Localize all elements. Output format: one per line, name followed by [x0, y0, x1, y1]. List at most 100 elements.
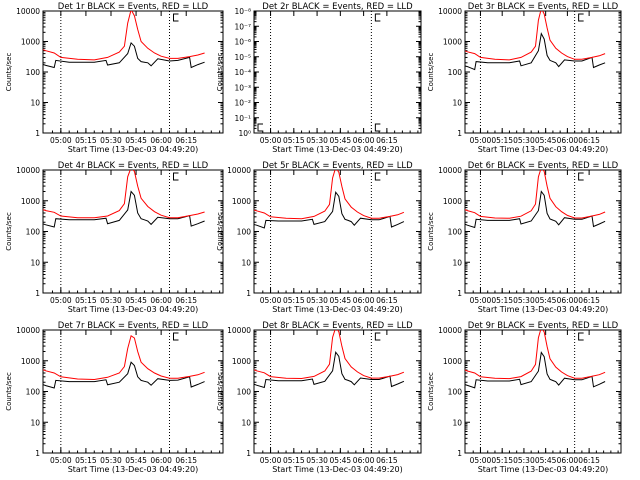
y-tick-label: 1 — [457, 129, 462, 138]
plot-title: Det 6r BLACK = Events, RED = LLD — [468, 161, 619, 171]
y-axis-label: Counts/sec — [216, 53, 224, 92]
plot-panel-3: Det 3r BLACK = Events, RED = LLD Counts/s… — [427, 2, 622, 154]
x-axis-label: Start Time (13-Dec-03 04:49:20) — [478, 465, 609, 474]
y-tick-label: 10⁻¹ — [234, 114, 251, 123]
x-tick-label: 06:15 — [578, 456, 600, 465]
x-tick-label: 05:45 — [330, 456, 352, 465]
y-tick-label: 100 — [26, 68, 41, 77]
bracket-marker — [173, 13, 179, 22]
y-tick-label: 10000 — [438, 166, 462, 175]
x-tick-label: 06:15 — [578, 296, 600, 305]
x-tick-label: 05:00 — [260, 456, 282, 465]
x-tick-label: 05:00 — [50, 136, 72, 145]
y-tick-label: 10⁻⁵ — [234, 53, 251, 62]
x-tick-label: 06:00 — [557, 136, 579, 145]
y-tick-label: 10 — [452, 99, 462, 108]
x-tick-label: 06:15 — [578, 136, 600, 145]
y-tick-label: 1 — [35, 289, 40, 298]
bracket-marker — [257, 123, 263, 132]
y-tick-label: 10⁻⁷ — [234, 22, 251, 31]
x-tick-label: 05:15 — [283, 136, 305, 145]
x-tick-label: 05:45 — [535, 456, 557, 465]
x-tick-label: 05:15 — [491, 296, 513, 305]
y-tick-label: 10⁰ — [238, 129, 251, 138]
x-tick-label: 06:00 — [557, 296, 579, 305]
x-tick-label: 05:15 — [75, 296, 97, 305]
x-tick-label: 05:30 — [100, 136, 122, 145]
y-tick-label: 100 — [448, 388, 463, 397]
bracket-marker — [374, 123, 381, 132]
y-tick-label: 1 — [35, 449, 40, 458]
x-tick-label: 05:30 — [100, 456, 122, 465]
series-line-lld — [254, 170, 405, 220]
series-line-events — [254, 350, 405, 389]
bracket-marker — [578, 332, 584, 341]
y-tick-label: 10⁻⁴ — [234, 68, 251, 77]
bracket-marker — [578, 13, 584, 22]
y-tick-label: 1000 — [21, 38, 40, 47]
bracket-marker — [374, 13, 381, 22]
x-tick-label: 05:15 — [283, 296, 305, 305]
series-line-events — [43, 190, 205, 228]
y-tick-label: 10 — [241, 418, 251, 427]
y-axis-label: Counts/sec — [427, 53, 435, 92]
y-tick-label: 100 — [448, 228, 463, 237]
plot-panel-1: Det 1r BLACK = Events, RED = LLD Counts/s… — [5, 2, 224, 154]
y-tick-label: 1 — [35, 129, 40, 138]
plot-title: Det 1r BLACK = Events, RED = LLD — [58, 2, 209, 12]
bracket-marker — [578, 172, 584, 181]
y-tick-label: 10 — [452, 258, 462, 267]
y-axis-label: Counts/sec — [5, 212, 13, 251]
y-tick-label: 1 — [246, 289, 251, 298]
y-tick-label: 10000 — [227, 326, 251, 335]
series-line-lld — [465, 170, 606, 219]
x-axis-label: Start Time (13-Dec-03 04:49:20) — [478, 305, 609, 314]
series-line-events — [254, 190, 405, 229]
series-line-events — [465, 32, 606, 71]
series-line-lld — [43, 170, 205, 219]
plot-title: Det 7r BLACK = Events, RED = LLD — [58, 321, 209, 331]
x-axis-label: Start Time (13-Dec-03 04:49:20) — [68, 145, 199, 154]
y-tick-label: 1000 — [443, 197, 462, 206]
x-tick-label: 05:15 — [491, 136, 513, 145]
plot-frame — [253, 10, 422, 134]
y-tick-label: 100 — [237, 228, 252, 237]
x-tick-label: 05:15 — [75, 456, 97, 465]
y-tick-label: 10⁻³ — [234, 83, 251, 92]
plot-panel-2: Det 2r BLACK = Events, RED = LLD Counts/s… — [216, 2, 422, 154]
x-tick-label: 06:15 — [376, 136, 398, 145]
x-tick-label: 05:45 — [125, 136, 147, 145]
y-tick-label: 10000 — [16, 326, 40, 335]
x-tick-label: 05:30 — [306, 456, 328, 465]
plot-frame — [42, 329, 224, 454]
x-tick-label: 06:00 — [150, 456, 172, 465]
x-tick-label: 05:30 — [306, 136, 328, 145]
x-tick-label: 05:00 — [50, 296, 72, 305]
x-tick-label: 05:00 — [470, 136, 492, 145]
plot-title: Det 9r BLACK = Events, RED = LLD — [468, 321, 619, 331]
y-tick-label: 100 — [26, 228, 41, 237]
x-tick-label: 06:00 — [353, 136, 375, 145]
x-tick-label: 05:45 — [125, 296, 147, 305]
series-line-lld — [43, 334, 205, 381]
plot-panel-5: Det 5r BLACK = Events, RED = LLD Counts/s… — [216, 161, 422, 314]
plot-title: Det 2r BLACK = Events, RED = LLD — [262, 2, 413, 12]
y-tick-label: 10 — [30, 418, 40, 427]
x-tick-label: 05:45 — [330, 136, 352, 145]
y-axis-label: Counts/sec — [427, 212, 435, 251]
y-tick-label: 10⁻⁸ — [234, 7, 251, 16]
plot-frame — [464, 329, 622, 454]
y-axis-label: Counts/sec — [216, 212, 224, 251]
plot-title: Det 5r BLACK = Events, RED = LLD — [262, 161, 413, 171]
bracket-marker — [374, 172, 381, 181]
x-tick-label: 05:45 — [125, 456, 147, 465]
y-tick-label: 10000 — [227, 166, 251, 175]
bracket-marker — [374, 332, 381, 341]
series-line-lld — [465, 11, 606, 61]
x-tick-label: 05:30 — [513, 456, 535, 465]
plot-panel-6: Det 6r BLACK = Events, RED = LLD Counts/s… — [427, 161, 622, 314]
y-tick-label: 10 — [452, 418, 462, 427]
series-line-events — [43, 41, 205, 69]
